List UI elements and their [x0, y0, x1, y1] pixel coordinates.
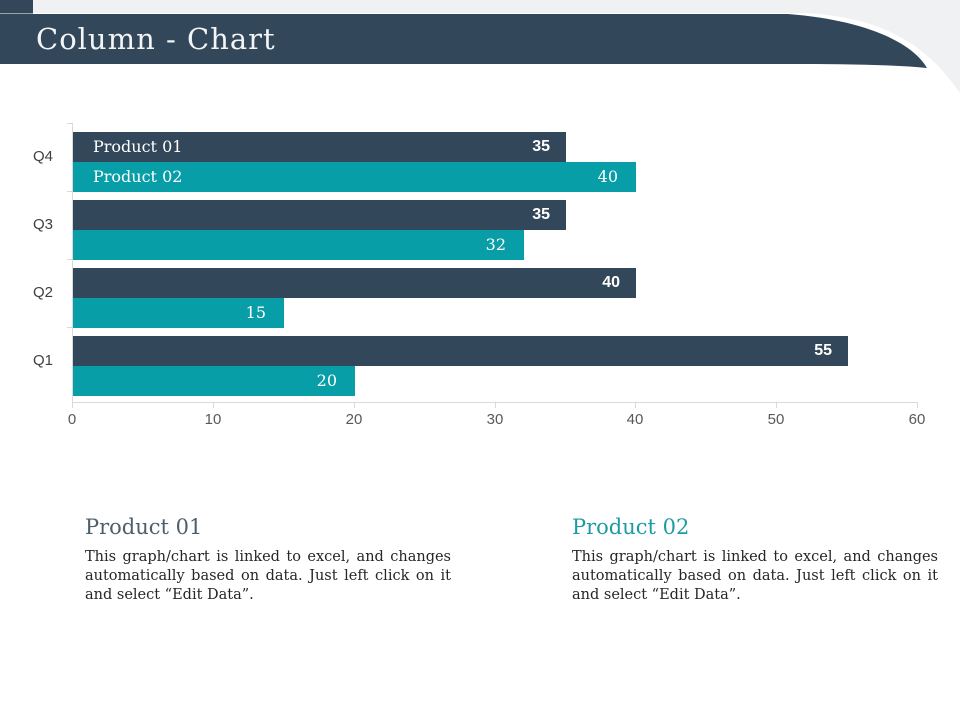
series-name-label: Product 02 [93, 167, 183, 186]
bar-value-label: 35 [532, 206, 550, 223]
x-axis-tick [72, 403, 73, 408]
bar-value-label: 32 [485, 235, 506, 254]
category-tick [67, 191, 72, 192]
x-axis-tick-label: 30 [486, 411, 504, 428]
page-title: Column - Chart [36, 22, 276, 56]
bar-q4-series-2[interactable]: Product 02 40 [73, 162, 636, 192]
description-body: This graph/chart is linked to excel, and… [572, 549, 938, 603]
x-axis-tick-label: 10 [204, 411, 222, 428]
bar-value-label: 20 [316, 371, 337, 390]
bar-q3-series-2[interactable]: 32 [73, 230, 524, 260]
series-name-label: Product 01 [93, 137, 183, 156]
category-label: Q2 [32, 284, 53, 301]
y-axis-line [72, 123, 73, 402]
description-heading: Product 01 [85, 515, 203, 539]
x-axis-tick [495, 403, 496, 408]
bar-q4-series-1[interactable]: Product 01 35 [73, 132, 566, 162]
x-axis-tick-label: 20 [345, 411, 363, 428]
description-body: This graph/chart is linked to excel, and… [85, 549, 451, 603]
header-dark-shape [0, 14, 927, 68]
x-axis-tick [213, 403, 214, 408]
bar-value-label: 40 [602, 274, 620, 291]
bar-value-label: 40 [597, 167, 618, 186]
header-gray-shape [0, 0, 960, 93]
x-axis-tick-label: 40 [626, 411, 644, 428]
x-axis-line [72, 402, 918, 403]
x-axis-tick-label: 50 [767, 411, 785, 428]
bar-value-label: 15 [245, 303, 266, 322]
category-tick [67, 123, 72, 124]
category-tick [67, 259, 72, 260]
x-axis-tick-label: 60 [908, 411, 926, 428]
description-product-02: Product 02 This graph/chart is linked to… [572, 515, 938, 605]
bar-q2-series-2[interactable]: 15 [73, 298, 284, 328]
description-heading: Product 02 [572, 515, 690, 539]
bar-q2-series-1[interactable]: 40 [73, 268, 636, 298]
bar-value-label: 55 [814, 342, 832, 359]
bar-chart[interactable]: Q4 Product 01 35 Product 02 40 Q3 35 32 Q2 40 15 Q1… [33, 123, 925, 428]
bar-q1-series-1[interactable]: 55 [73, 336, 848, 366]
bar-q3-series-1[interactable]: 35 [73, 200, 566, 230]
category-label: Q1 [32, 352, 53, 369]
category-tick [67, 327, 72, 328]
x-axis-tick [917, 403, 918, 408]
header-corner-notch [0, 0, 33, 14]
bar-value-label: 35 [532, 138, 550, 155]
category-label: Q3 [32, 216, 53, 233]
category-label: Q4 [32, 148, 53, 165]
x-axis-tick-label: 0 [67, 411, 77, 428]
description-product-01: Product 01 This graph/chart is linked to… [85, 515, 451, 605]
header-band [0, 0, 960, 93]
x-axis-tick [776, 403, 777, 408]
bar-q1-series-2[interactable]: 20 [73, 366, 355, 396]
x-axis-tick [635, 403, 636, 408]
x-axis-tick [354, 403, 355, 408]
